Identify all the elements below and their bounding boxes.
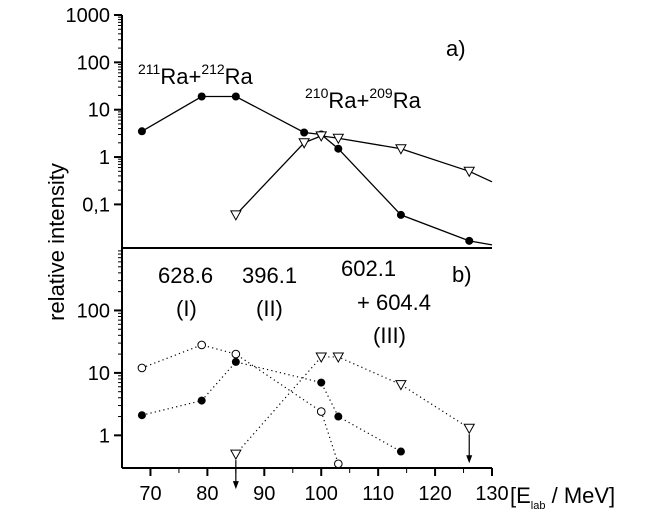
y-tick-label-b-2: 100 (77, 300, 110, 322)
upper-limit-arrowhead-1 (466, 455, 473, 464)
x-tick-label-1: 80 (196, 483, 218, 505)
annotation-604: + 604.4 (357, 290, 431, 315)
series-line-b-0 (141, 344, 339, 465)
data-point-a-1-2 (315, 131, 328, 142)
data-point-b-2-2 (231, 357, 240, 366)
data-point-a-0-1 (197, 92, 206, 101)
annotation-628: 628.6 (158, 263, 213, 288)
data-point-b-2-1 (197, 396, 206, 405)
y-tick-label-a-2: 10 (88, 100, 110, 122)
data-point-a-0-5 (334, 144, 343, 153)
data-point-b-1-0 (229, 449, 242, 461)
y-tick-label-a-1: 1 (99, 147, 110, 169)
panel-b-y-ticks: 1 10 100 (77, 250, 122, 447)
data-point-a-0-7 (465, 236, 474, 245)
annotation-ra211-ra212: 211Ra+212Ra (138, 61, 254, 89)
data-point-b-0-0 (137, 363, 147, 373)
data-point-a-0-0 (137, 127, 146, 136)
series-line-b-1 (235, 356, 470, 455)
data-point-b-2-0 (137, 411, 146, 420)
y-tick-label-a-4: 1000 (66, 5, 111, 27)
annotation-602-roman: (III) (373, 323, 406, 348)
upper-limit-arrowhead-0 (232, 481, 239, 490)
series-line-a-0 (141, 95, 493, 246)
data-point-b-1-3 (395, 380, 407, 391)
annotation-628-roman: (I) (176, 296, 197, 321)
data-point-b-1-1 (315, 352, 328, 363)
y-tick-label-a-0: 0,1 (82, 194, 110, 216)
data-point-a-1-1 (298, 138, 311, 149)
x-axis-ticks: 70 80 90 100 110 120 130 (139, 468, 509, 505)
data-point-b-0-1 (197, 340, 206, 350)
data-point-b-0-3 (316, 407, 326, 416)
data-point-b-2-3 (317, 378, 326, 387)
panel-a-series (137, 92, 493, 246)
annotation-396-roman: (II) (256, 296, 283, 321)
data-point-a-0-2 (231, 92, 240, 101)
data-point-b-0-4 (334, 459, 343, 469)
data-point-a-1-3 (332, 133, 345, 145)
x-axis-label: [Elab / MeV] (510, 483, 615, 512)
data-point-a-1-0 (229, 210, 242, 221)
y-tick-label-b-1: 10 (88, 363, 110, 385)
data-point-b-2-4 (334, 412, 343, 421)
panel-b-label: b) (452, 262, 472, 287)
data-point-b-1-2 (332, 352, 345, 363)
panel-b-series (137, 340, 476, 490)
x-tick-label-5: 120 (418, 483, 451, 505)
panel-a: 0,1 1 10 100 1000 a) 211Ra+212Ra 210Ra+209Ra (66, 5, 493, 246)
panel-a-label: a) (446, 36, 466, 61)
data-point-b-1-4 (463, 423, 476, 435)
x-tick-label-0: 70 (139, 483, 161, 505)
data-point-a-1-4 (395, 144, 407, 155)
annotation-ra210-ra209: 210Ra+209Ra (305, 85, 422, 113)
x-tick-label-4: 110 (362, 483, 394, 505)
data-point-a-0-6 (396, 210, 405, 219)
annotation-396: 396.1 (242, 263, 297, 288)
series-line-b-2 (141, 361, 402, 453)
y-tick-label-b-0: 1 (99, 425, 110, 447)
x-tick-label-6: 130 (475, 483, 508, 505)
data-point-b-2-5 (396, 447, 405, 456)
y-tick-label-a-3: 100 (77, 52, 110, 74)
data-point-a-1-5 (463, 166, 476, 178)
data-point-a-0-3 (300, 128, 309, 137)
x-tick-label-2: 90 (253, 483, 275, 505)
data-point-b-0-2 (231, 349, 241, 359)
panel-a-y-ticks: 0,1 1 10 100 1000 (66, 5, 122, 216)
axes-frame (121, 15, 492, 469)
y-axis-label: relative intensity (44, 163, 69, 321)
x-tick-label-3: 100 (305, 483, 338, 505)
annotation-602: 602.1 (341, 256, 396, 281)
